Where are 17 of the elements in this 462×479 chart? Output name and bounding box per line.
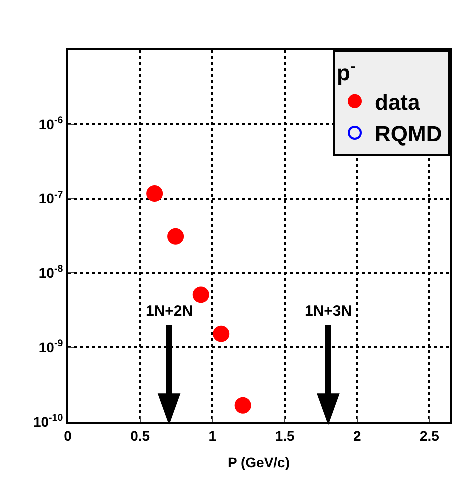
y-tick-label: 10$^{-10}$ xyxy=(33,413,64,430)
x-tick-label: 2.5 xyxy=(420,428,440,444)
x-tick-label: 1 xyxy=(208,428,217,444)
x-tick-label: 0.5 xyxy=(130,428,150,444)
ref-line-label: 1N+2N xyxy=(146,303,194,320)
y-tick-label: 10$^{-9}$ xyxy=(38,338,64,356)
y-tick-label: 10$^{-8}$ xyxy=(38,264,64,282)
x-tick-label: 2 xyxy=(353,428,362,444)
x-tick-label: 0 xyxy=(64,428,72,444)
x-axis-title: P (GeV/c) xyxy=(228,454,290,471)
y-tick-label: 10$^{-7}$ xyxy=(38,190,64,207)
legend-label: RQMD xyxy=(375,122,442,147)
x-tick-label: 1.5 xyxy=(275,428,295,444)
ref-line-label: 1N+3N xyxy=(305,303,352,320)
legend-label: data xyxy=(375,90,421,115)
legend-title: p$^{-}$ xyxy=(337,58,356,86)
y-tick-label: 10$^{-6}$ xyxy=(38,115,64,132)
